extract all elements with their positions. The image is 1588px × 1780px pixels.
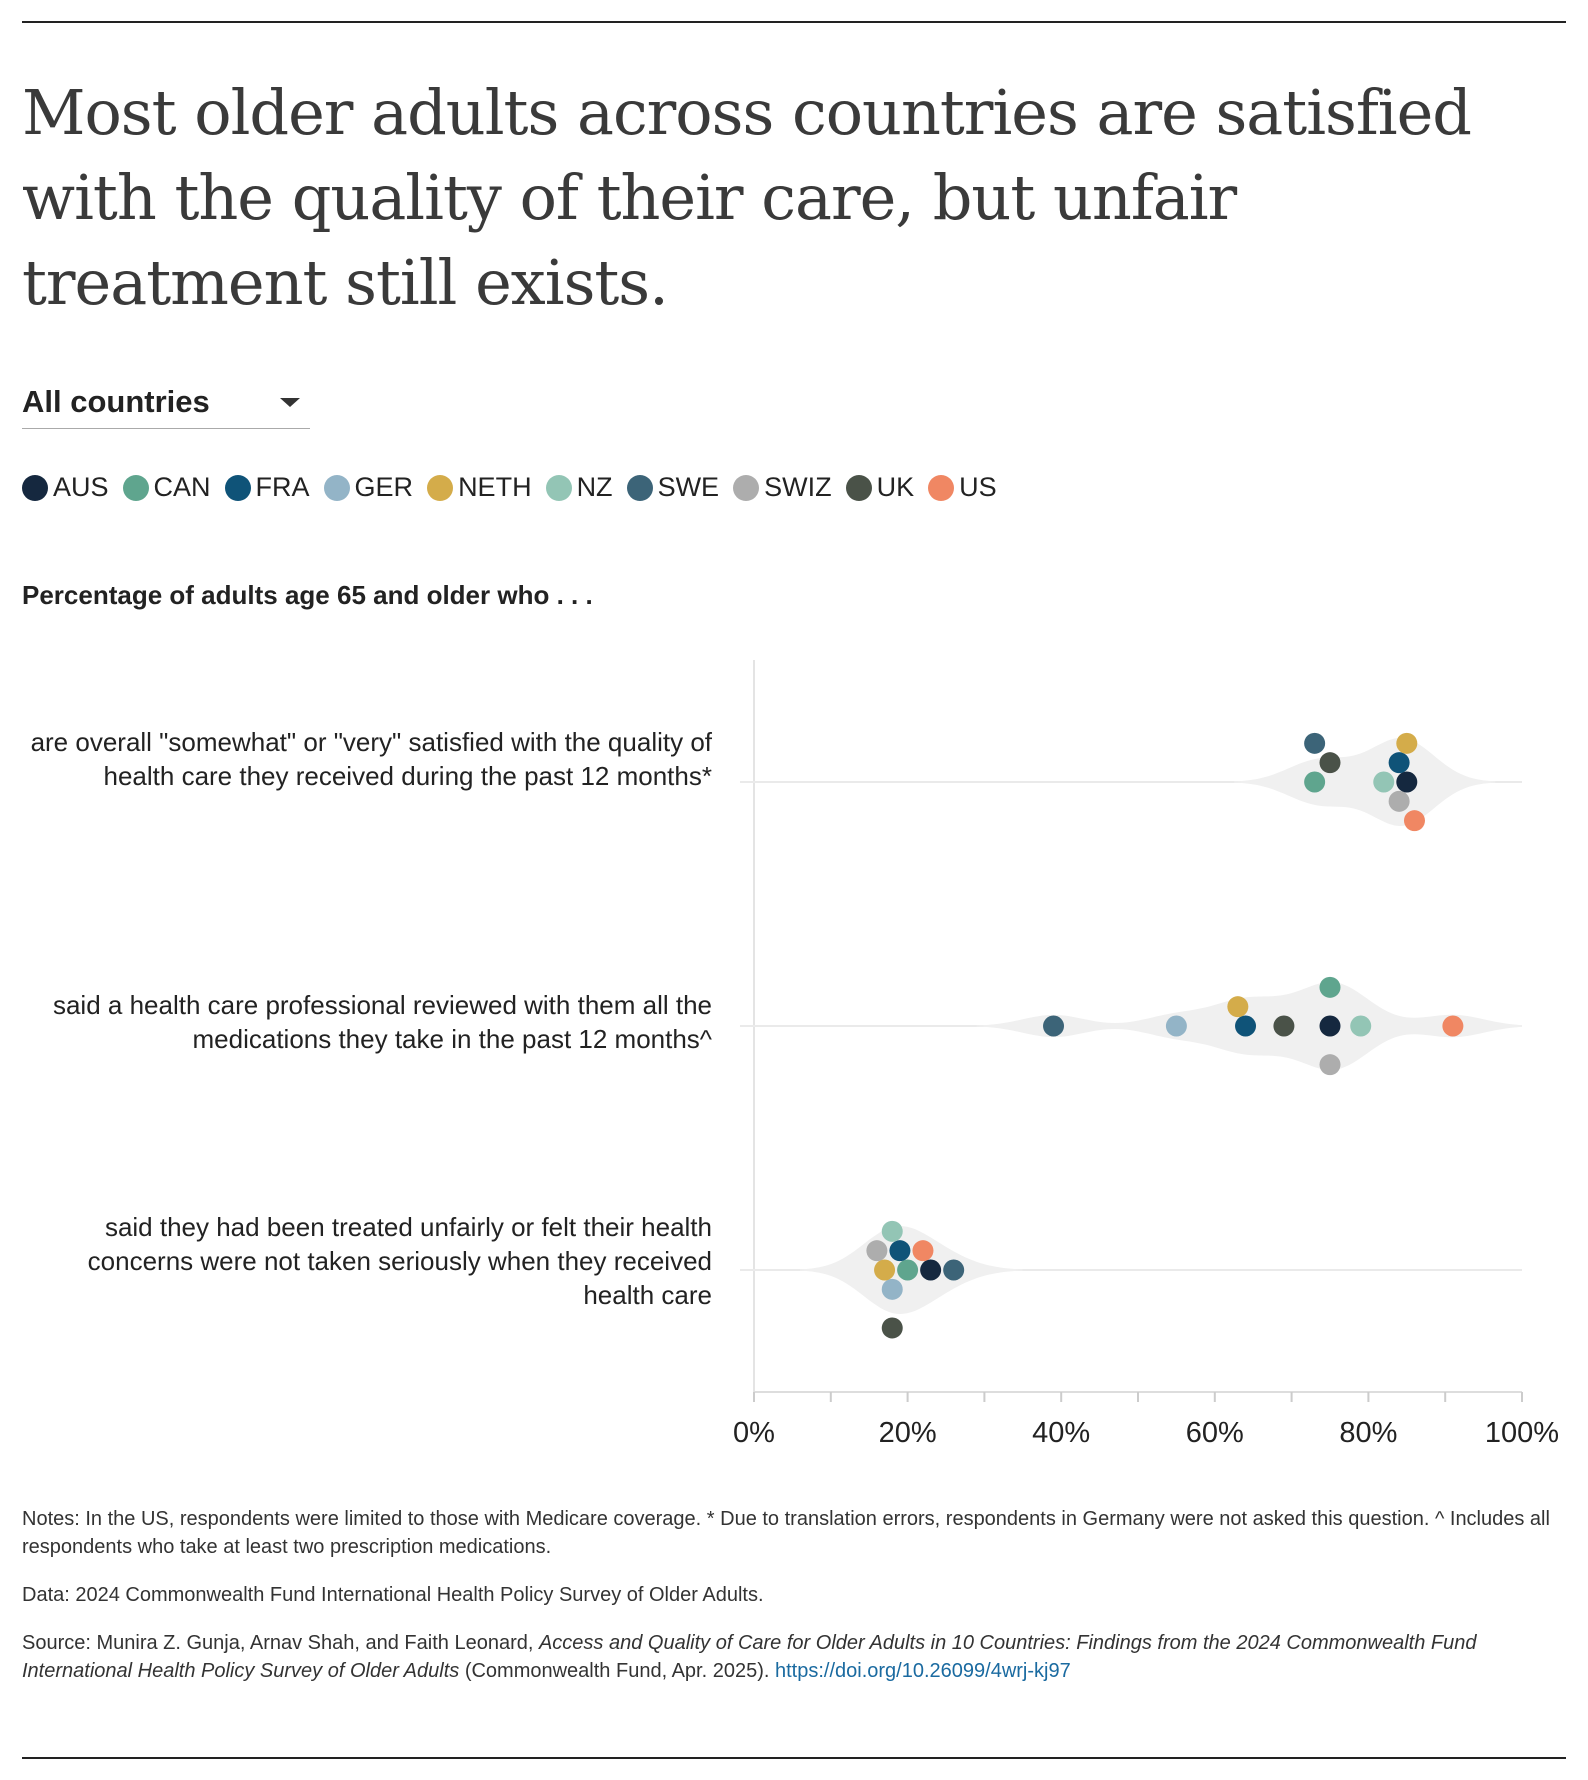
x-tick-label: 40%: [1032, 1417, 1090, 1449]
legend-swatch: [845, 474, 872, 501]
dot-fra[interactable]: FRA: 19%: [889, 1240, 911, 1262]
legend-label: SWE: [657, 472, 720, 502]
dot-us[interactable]: US: 22%: [912, 1240, 934, 1262]
legend-label: GER: [354, 472, 414, 502]
row-label: are overall "somewhat" or "very" satisfi…: [30, 727, 712, 791]
legend-label: NZ: [576, 472, 613, 502]
dot-can[interactable]: CAN: 75%: [1319, 976, 1341, 998]
legend: AUS CAN FRA GER NETH NZ SWE SWIZ UK US: [22, 472, 997, 503]
chart-subtitle: Percentage of adults age 65 and older wh…: [22, 580, 593, 610]
legend-swatch: [733, 474, 760, 501]
legend-item-uk: UK: [845, 472, 915, 503]
legend-swatch: [323, 474, 350, 501]
row-label: said a health care professional reviewed…: [52, 990, 712, 1054]
x-tick-label: 100%: [1485, 1417, 1559, 1449]
dot-swiz[interactable]: SWIZ: 75%: [1319, 1054, 1341, 1076]
source-authors: Source: Munira Z. Gunja, Arnav Shah, and…: [22, 1632, 539, 1654]
x-tick-label: 60%: [1186, 1417, 1244, 1449]
dot-uk[interactable]: UK: 18%: [881, 1317, 903, 1339]
dot-nz[interactable]: NZ: 18%: [881, 1220, 903, 1242]
legend-item-nz: NZ: [545, 472, 613, 503]
source-title: Access and Quality of Care for Older Adu…: [22, 1632, 1477, 1682]
dot-swiz[interactable]: SWIZ: 84%: [1388, 790, 1410, 812]
row-label: said they had been treated unfairly or f…: [87, 1212, 712, 1310]
dot-can[interactable]: CAN: 20%: [897, 1259, 919, 1281]
legend-swatch: [545, 474, 572, 501]
legend-swatch: [427, 474, 454, 501]
x-tick-label: 0%: [733, 1417, 775, 1449]
doi-link[interactable]: https://doi.org/10.26099/4wrj-kj97: [774, 1660, 1071, 1682]
dot-aus[interactable]: AUS: 85%: [1396, 771, 1418, 793]
dot-can[interactable]: CAN: 73%: [1304, 771, 1326, 793]
chevron-down-icon: [280, 398, 300, 407]
legend-label: US: [959, 472, 997, 502]
dot-swe[interactable]: SWE: 39%: [1043, 1015, 1065, 1037]
legend-swatch: [22, 474, 48, 501]
dot-uk[interactable]: UK: 75%: [1319, 752, 1341, 774]
dot-ger[interactable]: GER: 55%: [1165, 1015, 1187, 1037]
data-text: Data: 2024 Commonwealth Fund Internation…: [22, 1584, 764, 1606]
dropdown-value: All countries: [22, 384, 210, 419]
top-rule: [22, 21, 1566, 23]
legend-label: NETH: [458, 472, 532, 502]
legend-label: CAN: [153, 472, 211, 502]
violin-shape: [1234, 738, 1496, 826]
legend-label: UK: [876, 472, 915, 502]
notes: Notes: In the US, respondents were limit…: [22, 1505, 1552, 1705]
legend-swatch: [928, 474, 955, 501]
legend-item-swe: SWE: [626, 472, 720, 503]
dot-aus[interactable]: AUS: 23%: [920, 1259, 942, 1281]
legend-item-swiz: SWIZ: [733, 472, 832, 503]
x-tick-label: 20%: [879, 1417, 937, 1449]
source-publisher: (Commonwealth Fund, Apr. 2025).: [459, 1660, 775, 1682]
dot-neth[interactable]: NETH: 17%: [874, 1259, 896, 1281]
legend-item-fra: FRA: [224, 472, 310, 503]
notes-text: Notes: In the US, respondents were limit…: [22, 1508, 1550, 1558]
legend-item-ger: GER: [323, 472, 414, 503]
source-text: Source: Munira Z. Gunja, Arnav Shah, and…: [22, 1629, 1552, 1685]
dot-fra[interactable]: FRA: 64%: [1235, 1015, 1257, 1037]
bottom-rule: [22, 1757, 1566, 1759]
legend-label: SWIZ: [764, 472, 832, 502]
dot-nz[interactable]: NZ: 79%: [1350, 1015, 1372, 1037]
dot-swe[interactable]: SWE: 26%: [943, 1259, 965, 1281]
page-title: Most older adults across countries are s…: [22, 76, 1472, 319]
legend-item-neth: NETH: [427, 472, 532, 503]
dot-swe[interactable]: SWE: 73%: [1304, 732, 1326, 754]
legend-item-us: US: [928, 472, 997, 503]
legend-item-can: CAN: [122, 472, 211, 503]
dot-neth[interactable]: NETH: 63%: [1227, 996, 1249, 1018]
x-tick-label: 80%: [1339, 1417, 1397, 1449]
dot-neth[interactable]: NETH: 85%: [1396, 732, 1418, 754]
dot-aus[interactable]: AUS: 75%: [1319, 1015, 1341, 1037]
dot-nz[interactable]: NZ: 82%: [1373, 771, 1395, 793]
legend-swatch: [122, 474, 149, 501]
legend-label: FRA: [255, 472, 310, 502]
dot-fra[interactable]: FRA: 84%: [1388, 752, 1410, 774]
dot-uk[interactable]: UK: 69%: [1273, 1015, 1295, 1037]
dot-ger[interactable]: GER: 18%: [881, 1278, 903, 1300]
legend-swatch: [224, 474, 251, 501]
dot-us[interactable]: US: 91%: [1442, 1015, 1464, 1037]
country-dropdown[interactable]: All countries: [22, 380, 310, 429]
chart: 0% 20% 40% 60% 80% 100% AUS: 85% CAN: 73% FRA: 8…: [733, 660, 1559, 1449]
legend-swatch: [626, 474, 653, 501]
legend-item-aus: AUS: [22, 472, 109, 503]
dot-us[interactable]: US: 86%: [1403, 810, 1425, 832]
legend-label: AUS: [53, 472, 109, 502]
dot-swiz[interactable]: SWIZ: 16%: [866, 1240, 888, 1262]
